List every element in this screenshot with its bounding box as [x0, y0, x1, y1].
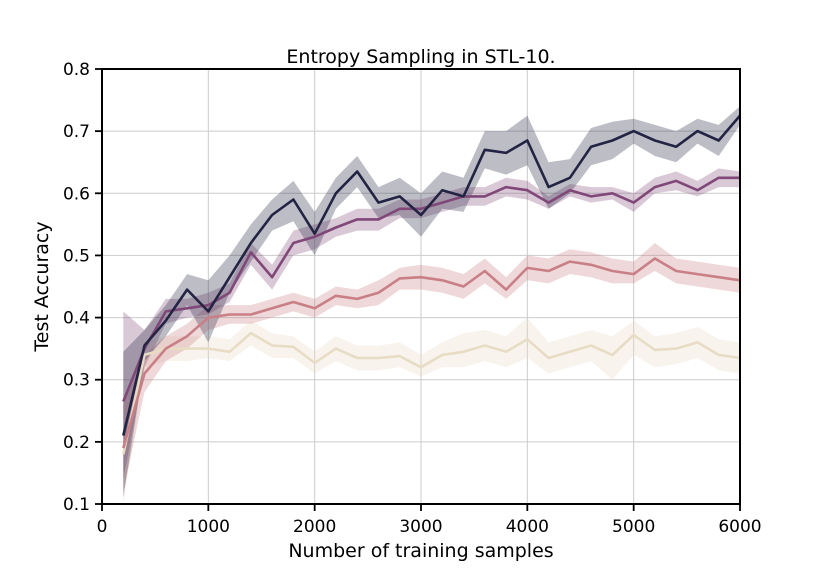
- series-2-line: [122, 257, 741, 449]
- x-tick-label: 2000: [293, 517, 336, 537]
- series-3-line: [122, 176, 740, 402]
- x-axis-ticks: 0 1000 2000 3000 4000 5000 6000: [97, 504, 762, 537]
- series-2-band: [123, 243, 741, 492]
- series-4-line: [122, 114, 741, 436]
- x-tick-label: 6000: [718, 517, 761, 537]
- x-axis-label: Number of training samples: [288, 540, 553, 562]
- chart-title: Entropy Sampling in STL-10.: [286, 46, 555, 68]
- x-tick-label: 3000: [399, 517, 442, 537]
- y-axis-ticks: 0.1 0.2 0.3 0.4 0.5 0.6 0.7 0.8: [63, 60, 102, 515]
- x-tick-label: 0: [97, 517, 108, 537]
- series-1-line: [122, 331, 741, 455]
- y-tick-label: 0.2: [63, 433, 90, 453]
- series-lines: [122, 114, 741, 455]
- y-tick-label: 0.5: [63, 246, 90, 266]
- x-tick-label: 4000: [506, 517, 549, 537]
- y-tick-label: 0.6: [63, 184, 90, 204]
- y-tick-label: 0.3: [63, 371, 90, 391]
- x-tick-label: 1000: [187, 517, 230, 537]
- y-tick-label: 0.1: [63, 495, 90, 515]
- y-tick-label: 0.7: [63, 122, 90, 142]
- series-4-band: [123, 106, 741, 498]
- x-tick-label: 5000: [612, 517, 655, 537]
- y-tick-label: 0.4: [63, 309, 90, 329]
- y-tick-label: 0.8: [63, 60, 90, 80]
- y-axis-label: Test Accuracy: [31, 221, 53, 352]
